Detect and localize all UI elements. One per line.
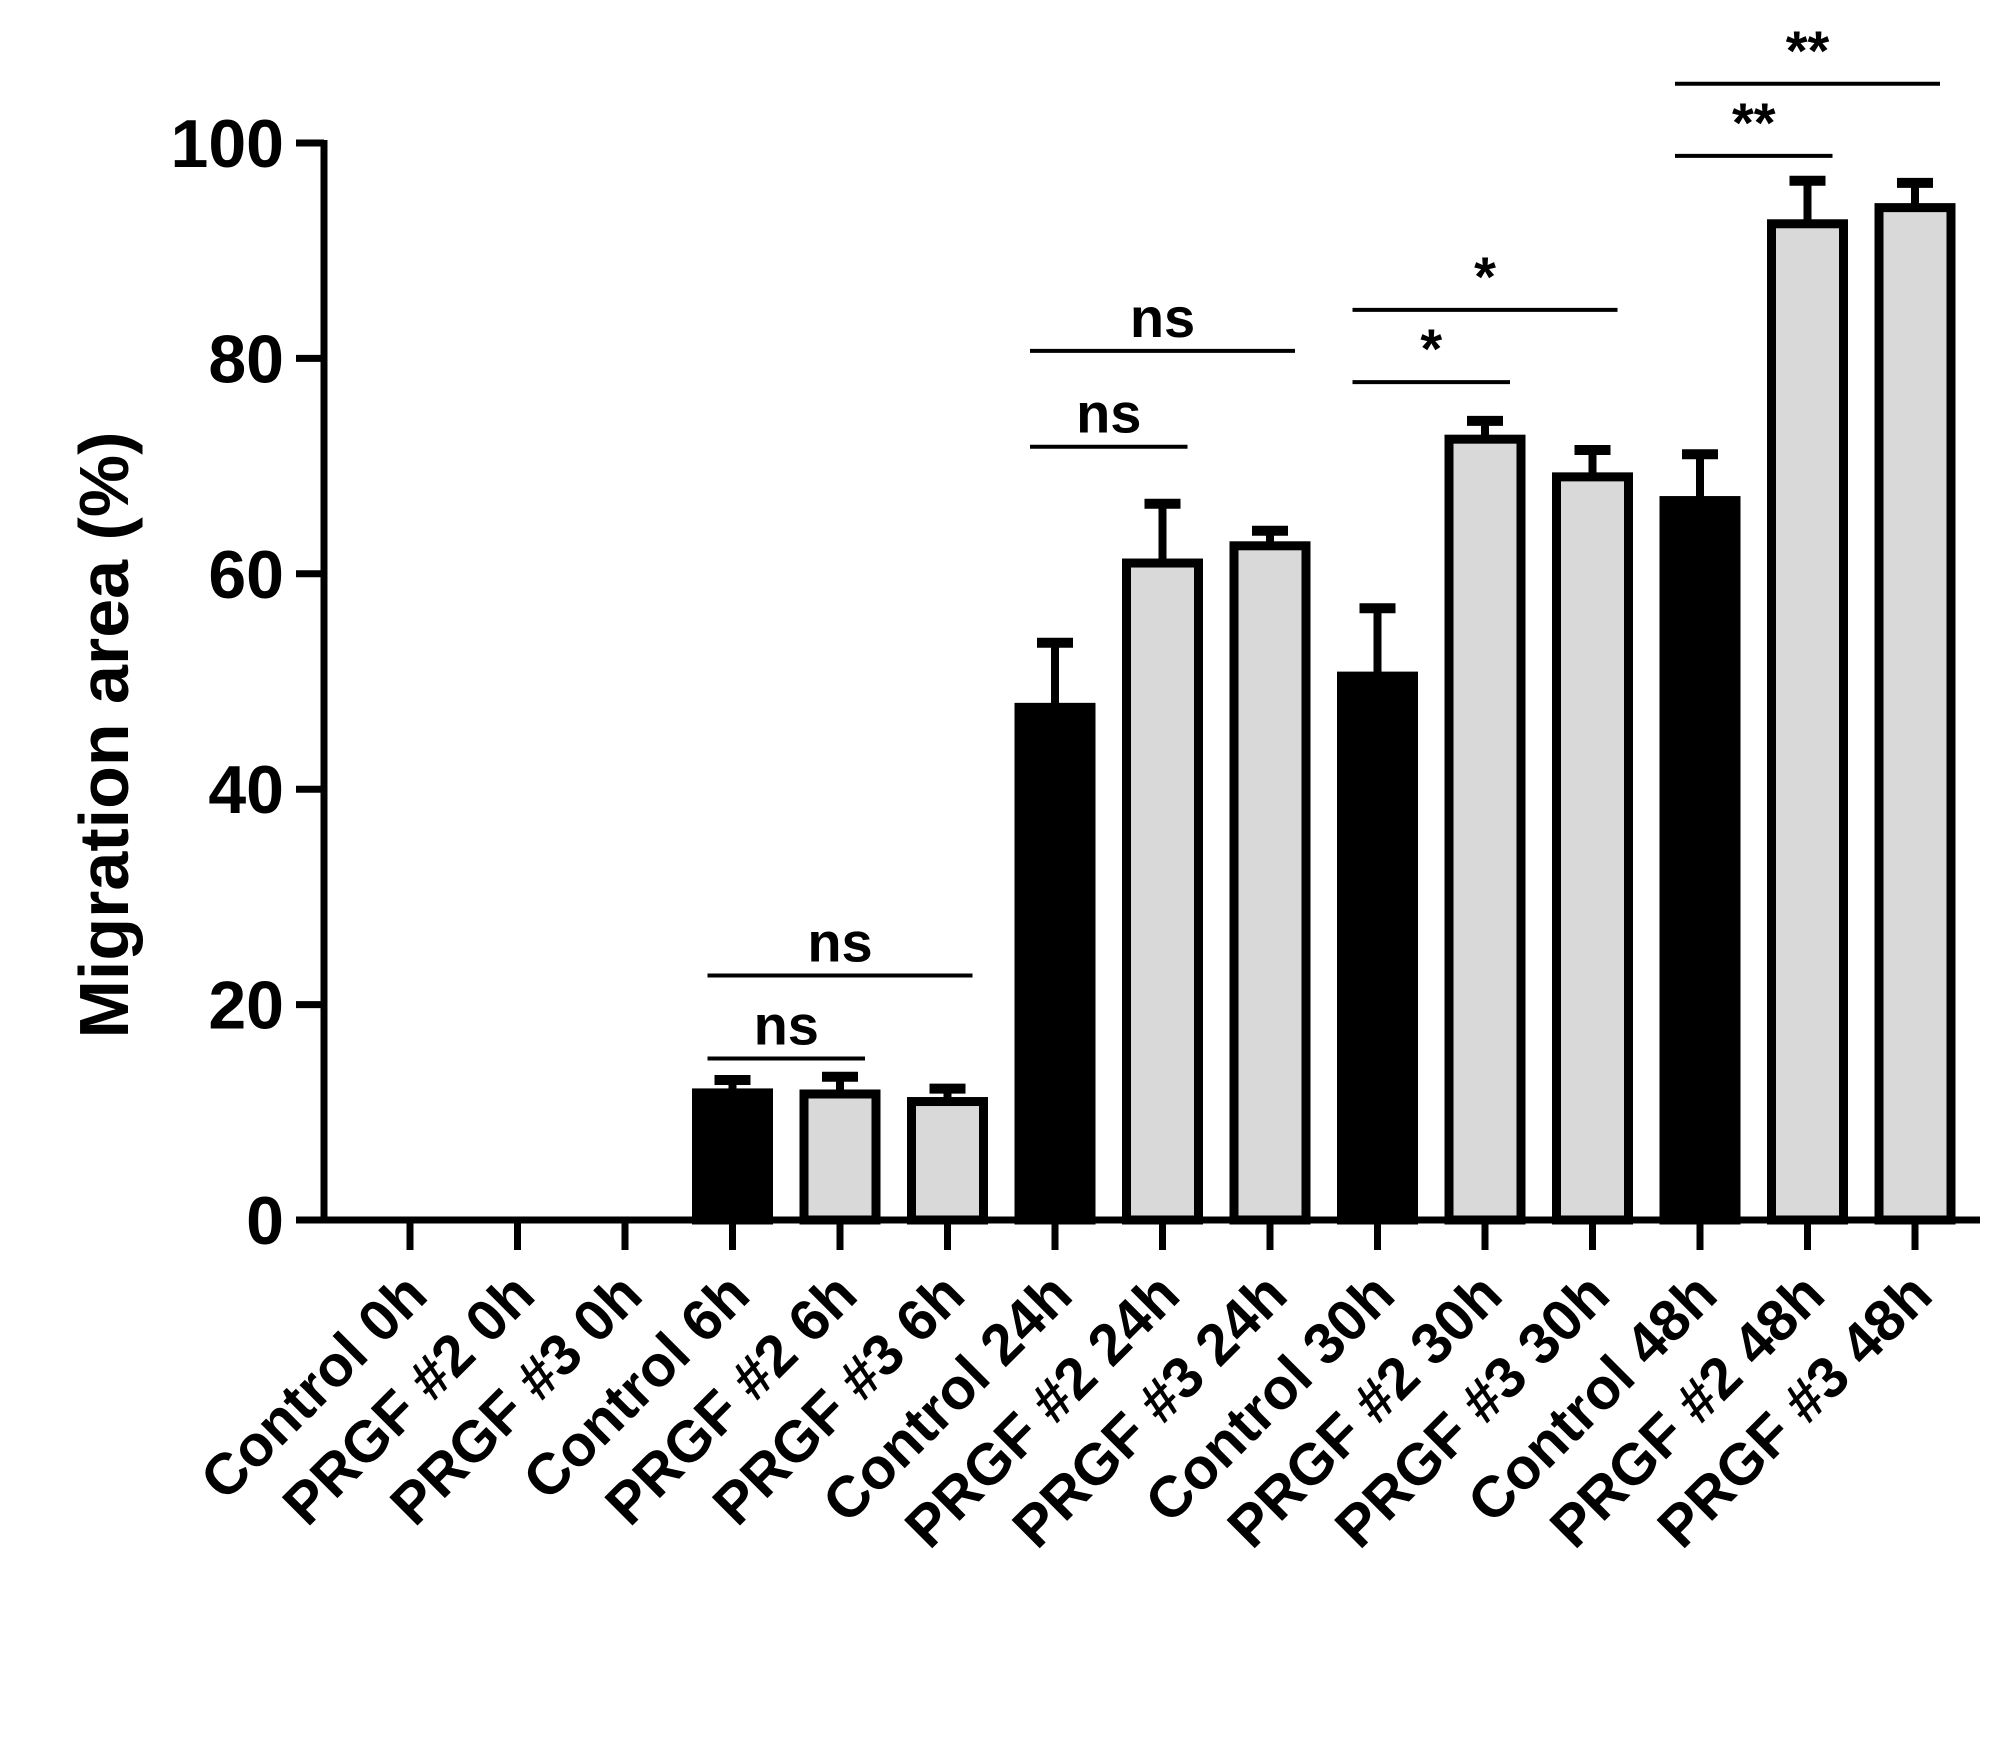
significance-label: * — [1474, 245, 1496, 308]
bar — [692, 1088, 773, 1225]
y-axis: 0 20 40 60 80 100 — [171, 106, 328, 1259]
bar — [799, 1089, 881, 1225]
significance-label: ns — [754, 993, 819, 1056]
significance-label: ns — [1076, 382, 1141, 445]
y-tick-label: 0 — [246, 1183, 284, 1259]
bar — [1444, 434, 1526, 1225]
y-axis-label: Migration area (%) — [65, 432, 143, 1039]
bar — [1122, 558, 1203, 1225]
bar — [1767, 219, 1848, 1225]
bar — [1659, 496, 1741, 1225]
bar — [1552, 472, 1633, 1225]
significance-label: ** — [1732, 91, 1776, 154]
significance-label: ns — [807, 911, 872, 974]
error-bars — [714, 175, 1933, 1102]
y-tick-label: 20 — [208, 968, 284, 1044]
y-tick-label: 40 — [208, 752, 284, 828]
y-tick-label: 100 — [171, 106, 284, 182]
bar — [1014, 702, 1096, 1225]
significance-label: ** — [1786, 19, 1830, 82]
y-tick-label: 60 — [208, 537, 284, 613]
y-tick-label: 80 — [208, 321, 284, 397]
significance-label: ns — [1130, 286, 1195, 349]
bar — [1229, 541, 1311, 1225]
bars — [692, 203, 1956, 1225]
significance-label: * — [1420, 317, 1442, 380]
bar — [1337, 671, 1418, 1225]
bar — [1874, 203, 1956, 1225]
bar — [907, 1097, 988, 1225]
